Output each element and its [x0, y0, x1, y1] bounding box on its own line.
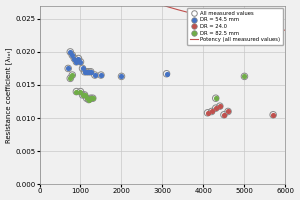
- Point: [218, 105, 222, 108]
- Point: [164, 72, 169, 75]
- Point: [271, 113, 275, 116]
- Point: [86, 70, 91, 73]
- Point: [82, 93, 87, 97]
- Point: [78, 90, 83, 93]
- Point: [209, 110, 214, 113]
- Point: [119, 75, 124, 78]
- Point: [164, 72, 169, 75]
- Point: [90, 97, 95, 100]
- Point: [70, 54, 75, 57]
- Point: [82, 93, 87, 97]
- Point: [70, 73, 75, 77]
- Point: [82, 70, 87, 73]
- Point: [88, 97, 93, 100]
- Point: [66, 67, 70, 70]
- Point: [226, 110, 230, 113]
- Point: [92, 73, 97, 77]
- Point: [88, 97, 93, 100]
- Point: [78, 60, 83, 63]
- Point: [84, 70, 89, 73]
- Point: [119, 75, 124, 78]
- Point: [92, 73, 97, 77]
- Point: [72, 57, 77, 60]
- Point: [205, 111, 210, 114]
- Point: [80, 67, 85, 70]
- Point: [99, 73, 103, 77]
- Point: [78, 90, 83, 93]
- Point: [213, 97, 218, 100]
- Point: [66, 67, 70, 70]
- Point: [213, 107, 218, 110]
- Point: [68, 50, 73, 53]
- Point: [84, 97, 89, 100]
- Point: [70, 73, 75, 77]
- Point: [213, 107, 218, 110]
- Legend: All measured values, DR = 54.5 mm, DR = 24.0, DR = 82.5 mm, Potency (all measure: All measured values, DR = 54.5 mm, DR = …: [188, 8, 283, 45]
- Point: [82, 70, 87, 73]
- Point: [205, 111, 210, 114]
- Point: [213, 97, 218, 100]
- Point: [209, 110, 214, 113]
- Point: [88, 70, 93, 73]
- Point: [70, 54, 75, 57]
- Point: [90, 97, 95, 100]
- Point: [222, 113, 226, 116]
- Point: [88, 70, 93, 73]
- Point: [78, 60, 83, 63]
- Point: [242, 75, 247, 78]
- Point: [86, 70, 91, 73]
- Point: [68, 77, 73, 80]
- Point: [86, 98, 91, 101]
- Point: [74, 90, 79, 93]
- Point: [68, 50, 73, 53]
- Point: [86, 98, 91, 101]
- Point: [271, 113, 275, 116]
- Point: [99, 73, 103, 77]
- Point: [226, 110, 230, 113]
- Point: [80, 93, 85, 97]
- Point: [84, 97, 89, 100]
- Point: [84, 70, 89, 73]
- Point: [74, 90, 79, 93]
- Point: [74, 60, 79, 63]
- Y-axis label: Resistance coefficient [λₜₒₜ]: Resistance coefficient [λₜₒₜ]: [6, 47, 12, 143]
- Point: [76, 57, 81, 60]
- Point: [80, 93, 85, 97]
- Point: [242, 75, 247, 78]
- Point: [74, 60, 79, 63]
- Point: [218, 105, 222, 108]
- Point: [80, 67, 85, 70]
- Point: [76, 57, 81, 60]
- Point: [72, 57, 77, 60]
- Point: [222, 113, 226, 116]
- Point: [68, 77, 73, 80]
